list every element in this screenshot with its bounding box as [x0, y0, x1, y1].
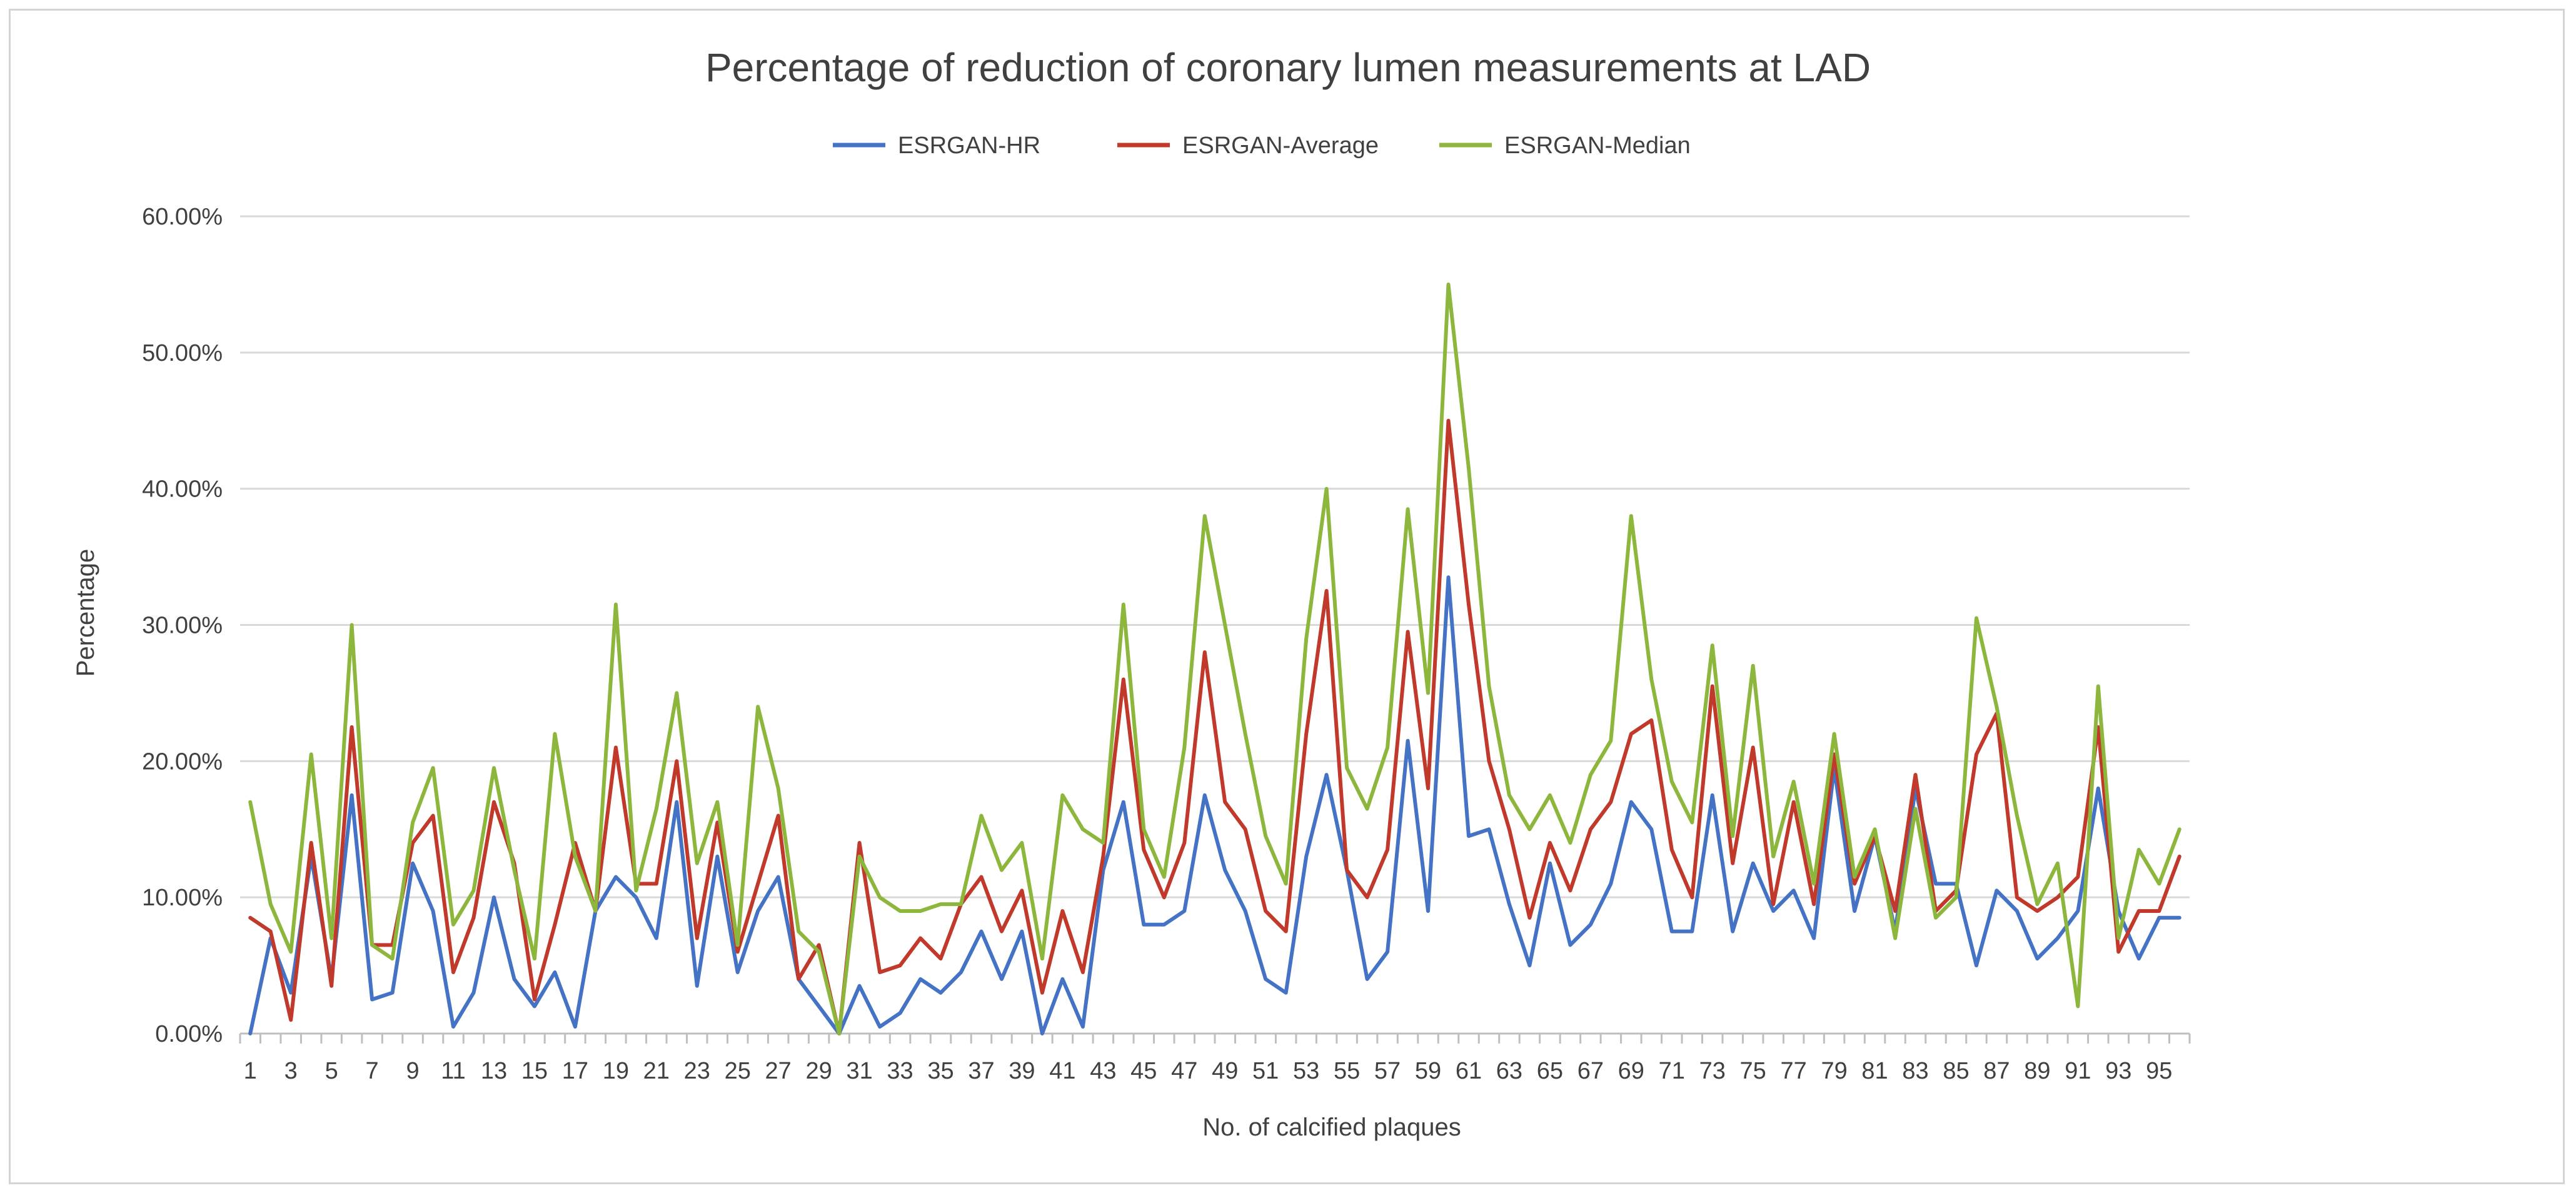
x-tick-label: 27 — [765, 1058, 792, 1084]
x-tick-label: 19 — [603, 1058, 629, 1084]
x-tick-label: 55 — [1334, 1058, 1360, 1084]
x-tick-label: 11 — [441, 1058, 465, 1084]
x-tick-label: 51 — [1252, 1058, 1279, 1084]
x-tick-label: 83 — [1902, 1058, 1928, 1084]
x-tick-label: 41 — [1049, 1058, 1075, 1084]
x-tick-label: 13 — [481, 1058, 507, 1084]
grid-lines — [240, 215, 2190, 1035]
x-tick-label: 49 — [1212, 1058, 1238, 1084]
x-tick-label: 15 — [521, 1058, 548, 1084]
y-tick-label: 30.00% — [142, 613, 223, 639]
chart-legend: ESRGAN-HR ESRGAN-Average ESRGAN-Median — [833, 133, 1691, 159]
x-axis-label: No. of calcified plaques — [1202, 1114, 1461, 1141]
series-lines — [248, 282, 2181, 1035]
y-axis-label: Percentage — [72, 549, 99, 677]
x-tick-label: 69 — [1618, 1058, 1644, 1084]
x-tick-label: 65 — [1537, 1058, 1563, 1084]
x-tick-label: 71 — [1659, 1058, 1685, 1084]
x-tick-label: 39 — [1009, 1058, 1035, 1084]
x-tick-label: 29 — [806, 1058, 832, 1084]
x-tick-label: 1 — [244, 1058, 257, 1084]
x-tick-label: 89 — [2024, 1058, 2050, 1084]
x-tick-label: 59 — [1415, 1058, 1441, 1084]
y-tick-label: 10.00% — [142, 885, 223, 911]
legend-entry: ESRGAN-Median — [1504, 133, 1691, 159]
legend-entry: ESRGAN-HR — [898, 133, 1040, 159]
x-tick-label: 91 — [2065, 1058, 2091, 1084]
y-tick-label: 20.00% — [142, 748, 223, 775]
x-tick-label: 53 — [1293, 1058, 1319, 1084]
x-tick-label: 57 — [1374, 1058, 1401, 1084]
y-tick-label: 50.00% — [142, 340, 223, 366]
legend-entry: ESRGAN-Average — [1182, 133, 1379, 159]
x-tick-label: 7 — [366, 1058, 379, 1084]
x-tick-label: 23 — [684, 1058, 710, 1084]
x-tick-label: 85 — [1943, 1058, 1969, 1084]
x-tick-label: 79 — [1821, 1058, 1847, 1084]
x-tick-label: 87 — [1983, 1058, 2010, 1084]
chart-title: Percentage of reduction of coronary lume… — [705, 45, 1871, 90]
x-tick-label: 31 — [846, 1058, 872, 1084]
y-tick-label: 40.00% — [142, 476, 223, 503]
x-tick-label: 63 — [1496, 1058, 1522, 1084]
x-tick-label: 61 — [1456, 1058, 1482, 1084]
x-axis: 1 3 5 7 9 11 13 15 17 19 21 23 25 27 29 31 33 35 37 39 41 43 4… — [239, 1032, 2191, 1084]
x-tick-label: 77 — [1781, 1058, 1807, 1084]
y-tick-label: 0.00% — [155, 1021, 223, 1047]
x-tick-label: 75 — [1740, 1058, 1766, 1084]
x-tick-label: 43 — [1090, 1058, 1116, 1084]
y-tick-label: 60.00% — [142, 204, 223, 230]
x-tick-label: 5 — [325, 1058, 338, 1084]
x-tick-label: 35 — [927, 1058, 953, 1084]
x-tick-label: 95 — [2146, 1058, 2172, 1084]
series-line-esrgan-median — [248, 282, 2181, 1035]
x-tick-label: 67 — [1577, 1058, 1604, 1084]
x-tick-label: 81 — [1861, 1058, 1888, 1084]
x-tick-label: 9 — [406, 1058, 420, 1084]
x-tick-label: 17 — [562, 1058, 588, 1084]
x-tick-label: 21 — [643, 1058, 670, 1084]
x-tick-label: 37 — [968, 1058, 994, 1084]
x-tick-label: 25 — [725, 1058, 751, 1084]
series-line-esrgan-average — [248, 418, 2181, 1035]
x-tick-label: 33 — [887, 1058, 913, 1084]
x-tick-label: 3 — [284, 1058, 298, 1084]
x-tick-label: 47 — [1171, 1058, 1197, 1084]
x-tick-label: 93 — [2105, 1058, 2131, 1084]
x-tick-label: 45 — [1130, 1058, 1157, 1084]
series-line-esrgan-hr — [248, 575, 2181, 1035]
x-tick-label: 73 — [1699, 1058, 1726, 1084]
y-axis-ticks: 0.00% 10.00% 20.00% 30.00% 40.00% 50.00% 60.00… — [142, 204, 223, 1047]
